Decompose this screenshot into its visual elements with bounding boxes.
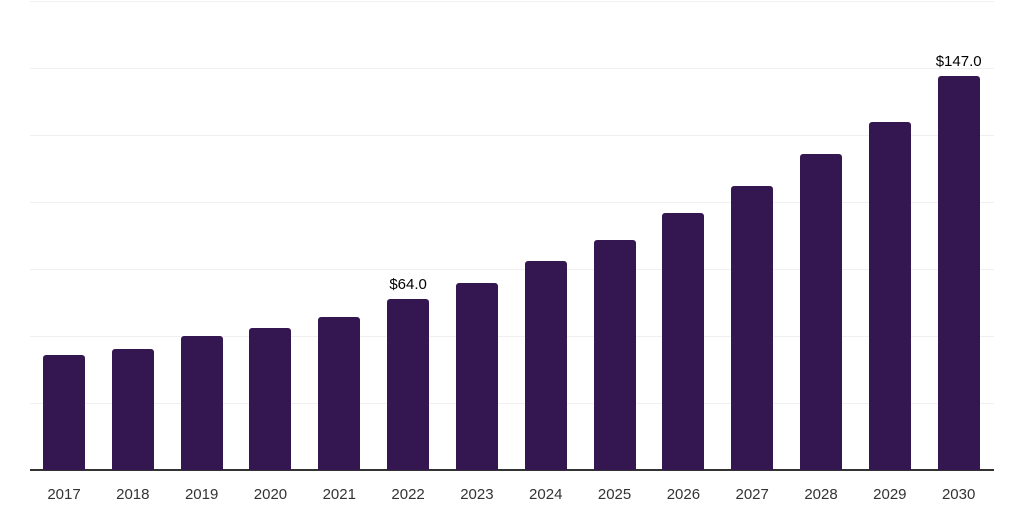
x-tick-label: 2023 [460, 486, 494, 503]
bar [455, 282, 498, 470]
bar [524, 261, 567, 470]
bar-value-label: $64.0 [389, 275, 427, 293]
gridline [30, 269, 994, 271]
x-tick-label: 2026 [666, 486, 701, 503]
gridline [30, 135, 994, 137]
gridline [30, 68, 994, 70]
bar [249, 328, 292, 470]
x-tick-label: 2028 [804, 486, 838, 503]
gridline [30, 1, 994, 3]
bar [800, 153, 843, 470]
x-tick-label: 2017 [47, 486, 81, 503]
bar [43, 354, 85, 470]
bar-value-label: $147.0 [935, 53, 982, 71]
x-tick-label: 2027 [735, 486, 769, 503]
x-tick-label: 2030 [941, 486, 976, 503]
bar [318, 317, 361, 470]
gridline [30, 336, 994, 338]
bar [662, 212, 705, 470]
x-tick-label: 2018 [116, 486, 150, 503]
x-tick-label: 2025 [597, 486, 632, 503]
x-tick-label: 2021 [322, 486, 356, 503]
x-tick-label: 2029 [873, 486, 907, 503]
x-tick-label: 2019 [184, 486, 219, 503]
bar [731, 186, 774, 470]
gridline [30, 403, 994, 405]
bar [180, 336, 223, 470]
bar [593, 239, 636, 470]
bar [387, 298, 430, 470]
bar [111, 349, 154, 470]
bar [868, 121, 911, 470]
x-tick-label: 2024 [529, 486, 563, 503]
x-axis-line [30, 469, 994, 471]
x-tick-label: 2020 [253, 486, 288, 503]
gridline [30, 202, 994, 204]
bar [937, 76, 980, 470]
x-tick-label: 2022 [391, 486, 425, 503]
